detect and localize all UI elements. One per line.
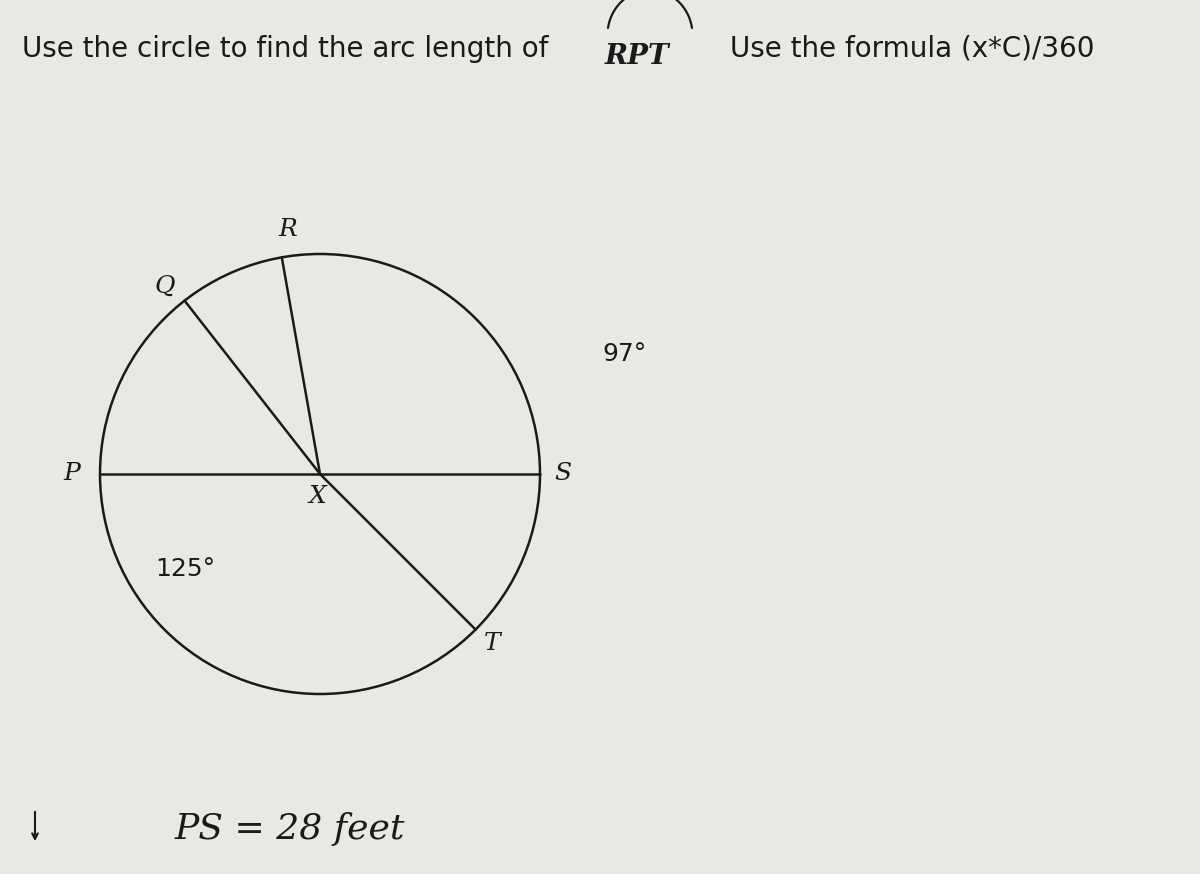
Text: R: R — [278, 218, 296, 241]
Text: 97°: 97° — [602, 342, 647, 366]
Text: X: X — [308, 485, 326, 508]
Text: P: P — [64, 462, 80, 485]
Text: Q: Q — [155, 275, 175, 298]
Text: RPT: RPT — [605, 44, 670, 71]
Text: S: S — [554, 462, 571, 485]
Text: Use the formula (x*C)/360: Use the formula (x*C)/360 — [730, 35, 1094, 63]
Text: T: T — [484, 632, 500, 656]
Text: Use the circle to find the arc length of: Use the circle to find the arc length of — [22, 35, 548, 63]
Text: 125°: 125° — [155, 557, 215, 581]
Text: PS = 28 feet: PS = 28 feet — [175, 812, 406, 846]
